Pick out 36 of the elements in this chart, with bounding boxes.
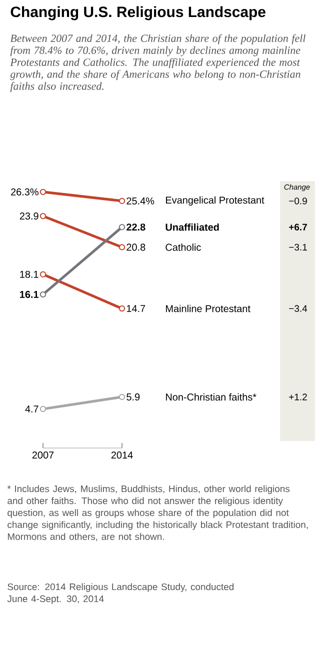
x-tick-label: 2014 [111, 452, 133, 459]
data-label: 16.1 [20, 290, 39, 298]
x-tick-label: 2007 [32, 452, 54, 459]
text: Mainline Protestant [166, 304, 250, 312]
point [118, 305, 126, 312]
point [40, 188, 46, 196]
source-note: Source: 2014 Religious Landscape Study, conducted June 4-Sept. 30, 2014 [7, 583, 234, 604]
data-label: 23.9 [20, 212, 38, 220]
point [40, 406, 46, 412]
text: −0.9 [289, 198, 307, 204]
text: * Includes Jews, Muslims, Buddhists, Hindus, other world religions and other faiths. Those who did not answer the religious identity question, as well as groups whose share of the population did not change significantly, including the historically black Protestant tradition, Mormons and others, are not shown. [7, 485, 308, 542]
data-label: 18.1 [20, 270, 38, 278]
data-label: 14.7 [126, 305, 146, 312]
text: −3.4 [289, 305, 308, 312]
data-label: 4.7 [25, 406, 38, 412]
text: Evangelical Protestant [166, 196, 264, 206]
point [118, 244, 126, 250]
point [118, 394, 126, 400]
data-label: 26.3% [11, 188, 38, 196]
point [40, 212, 46, 220]
data-label: 22.8 [126, 224, 146, 231]
data-label: 5.9 [126, 393, 140, 400]
text: Unaffiliated [166, 223, 219, 231]
text: +6.7 [289, 224, 307, 230]
text: −3.1 [289, 244, 307, 251]
point [118, 224, 126, 230]
data-label: 25.4% [126, 197, 154, 204]
point [40, 271, 46, 278]
text: +1.2 [289, 394, 307, 400]
point [118, 198, 126, 204]
chart-subtitle: Between 2007 and 2014, the Christian share of the population fell from 78.4% to 70.6%, driven mainly by declines among mainline Protestants and Catholics. The unaffiliated experienced the most growth, and the share of Americans who belong to non-Christian faiths also increased. [10, 34, 306, 92]
data-label: 20.8 [126, 244, 146, 251]
point [40, 291, 46, 298]
text: Catholic [166, 244, 201, 251]
text: Non-Christian faiths* [166, 393, 256, 401]
chart-title: Changing U.S. Religious Landscape [10, 6, 266, 20]
